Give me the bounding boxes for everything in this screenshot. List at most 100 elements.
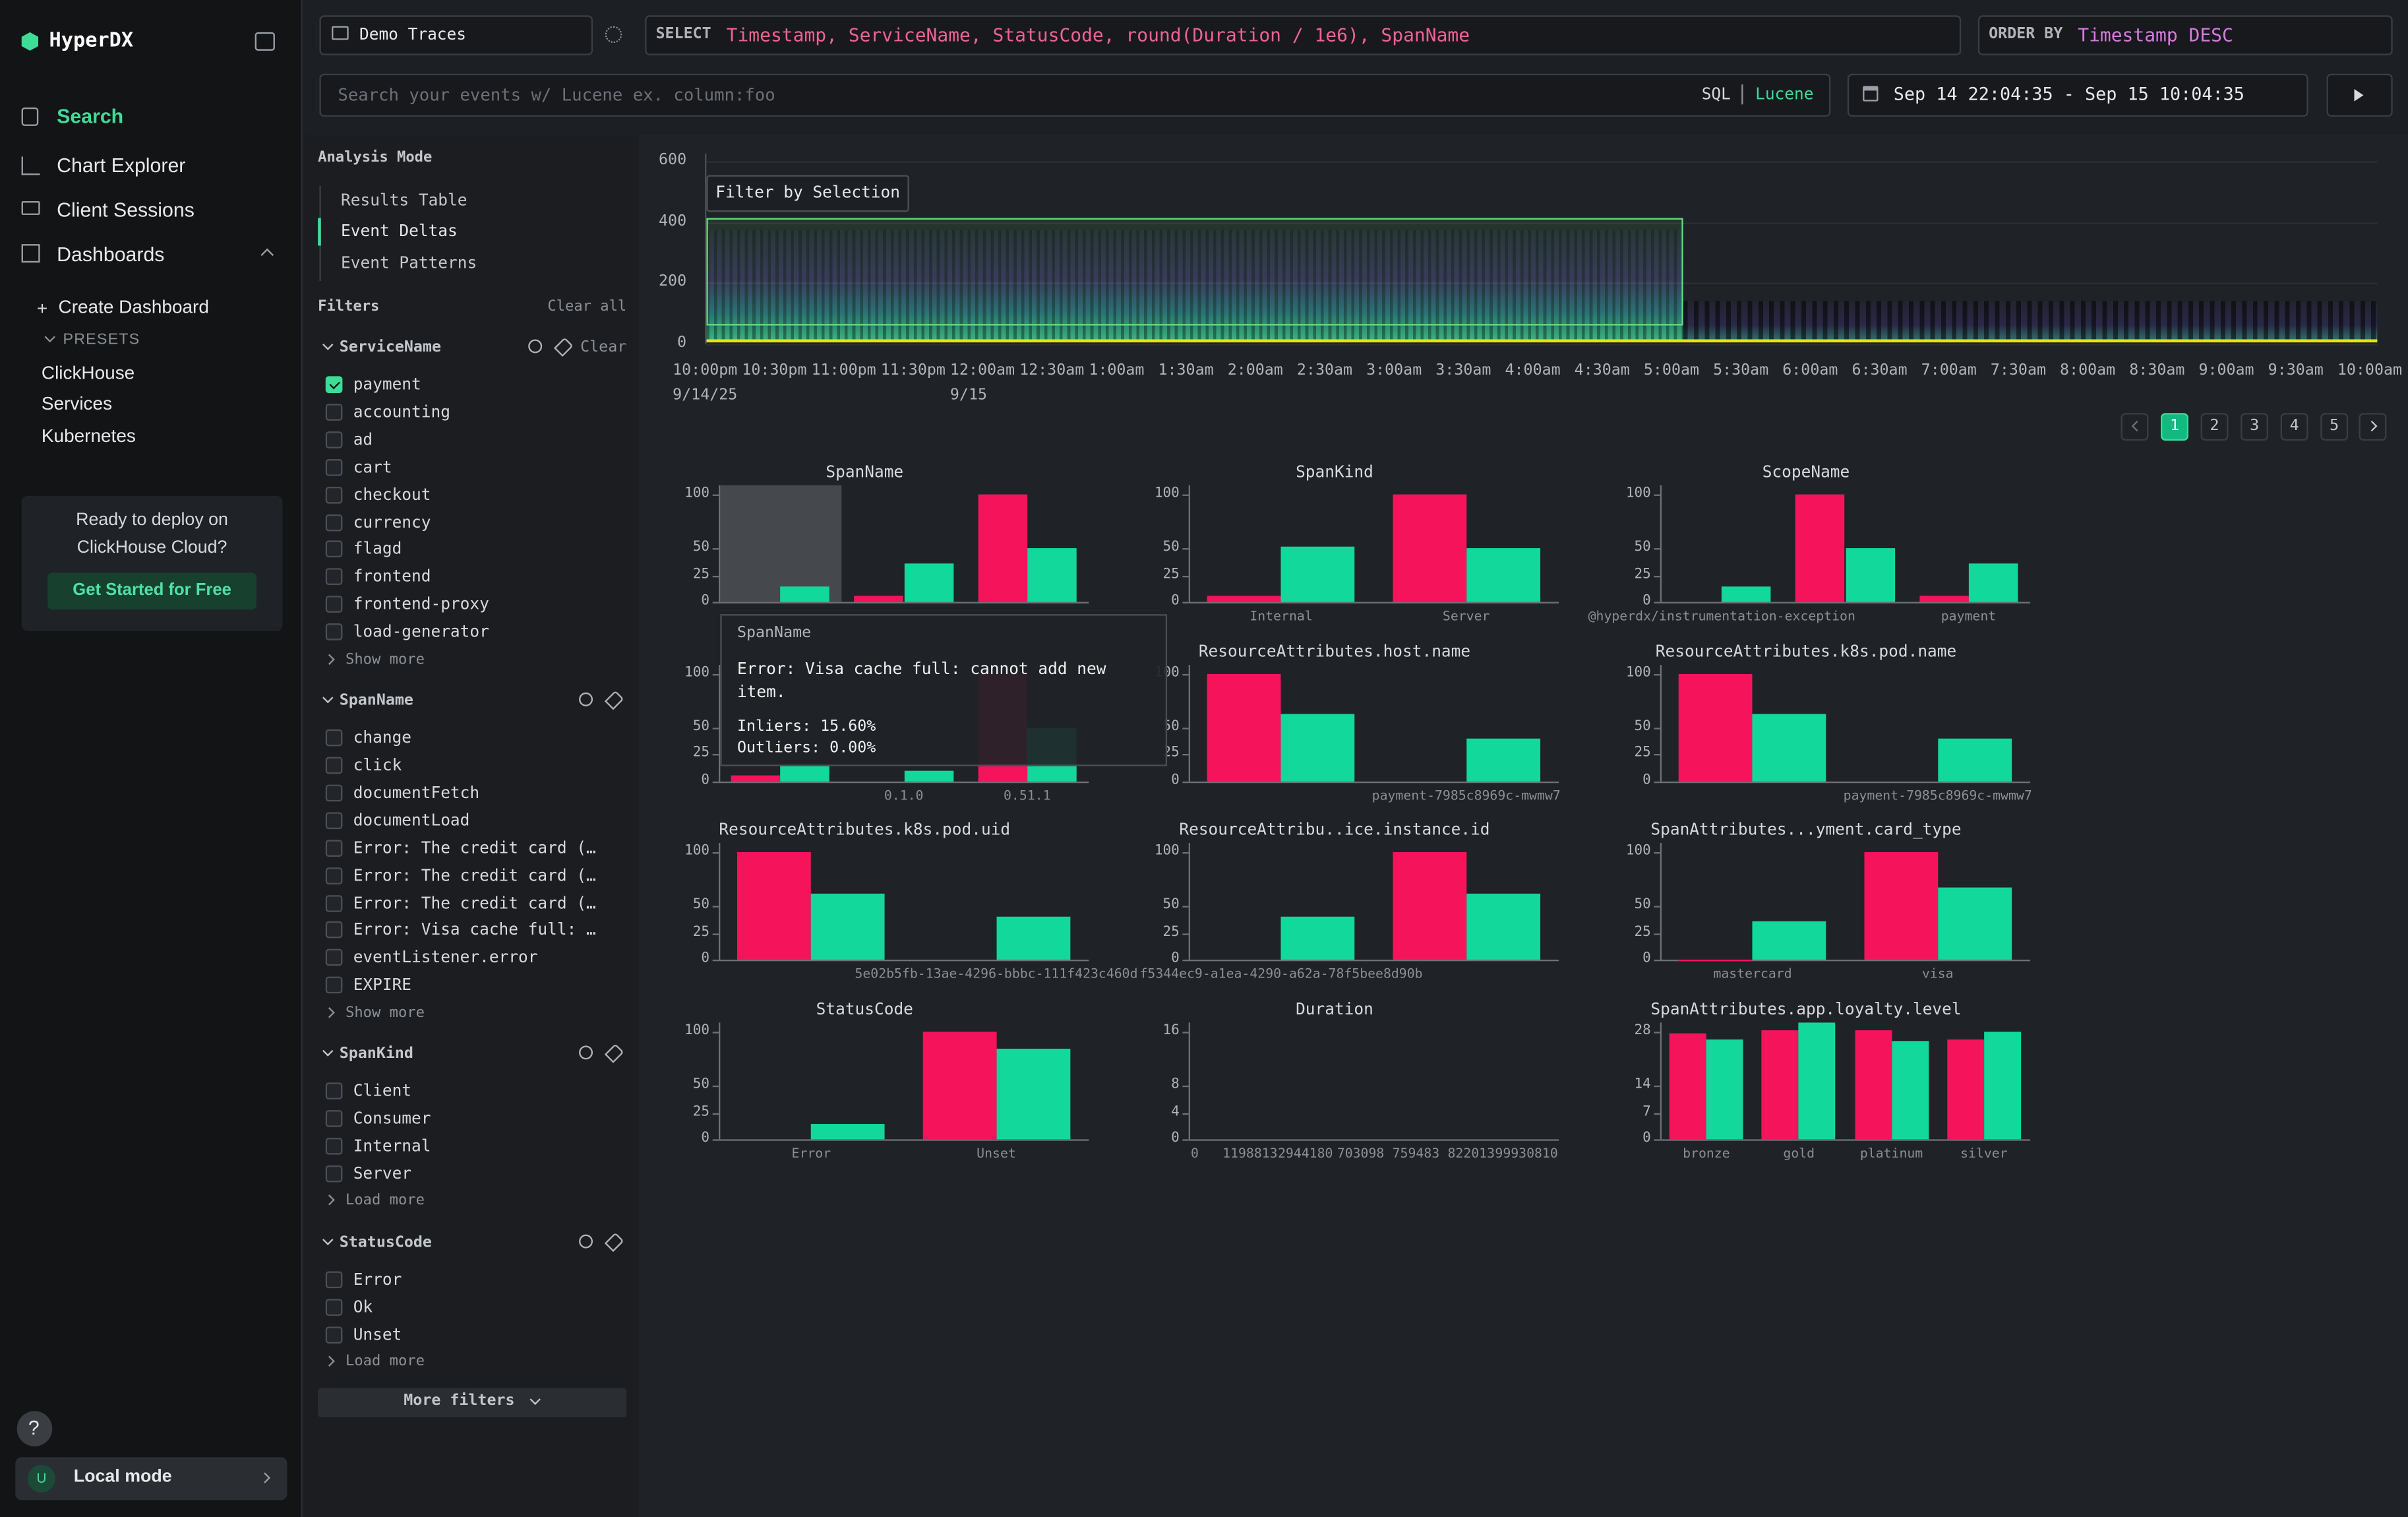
- checkbox[interactable]: [326, 1083, 343, 1100]
- nav-item[interactable]: Dashboards: [57, 243, 164, 266]
- filter-item[interactable]: Ok: [353, 1298, 373, 1317]
- filter-item[interactable]: flagd: [353, 541, 402, 560]
- checkbox[interactable]: [326, 431, 343, 449]
- page-number[interactable]: 5: [2330, 418, 2339, 436]
- filter-item[interactable]: Unset: [353, 1326, 402, 1345]
- x-tick-label: f5344ec9-a1ea-4290-a62a-78f5bee8d90b: [1139, 968, 1422, 983]
- show-more[interactable]: Load more: [346, 1192, 425, 1210]
- filter-item[interactable]: click: [353, 757, 402, 776]
- language-option[interactable]: SQL: [1702, 86, 1731, 105]
- group-name[interactable]: ServiceName: [340, 339, 441, 357]
- checkbox[interactable]: [326, 514, 343, 531]
- checkbox[interactable]: [326, 757, 343, 774]
- page-number[interactable]: 3: [2250, 418, 2259, 436]
- filter-item[interactable]: currency: [353, 513, 431, 532]
- checkbox[interactable]: [326, 867, 343, 884]
- show-more[interactable]: Show more: [346, 651, 425, 669]
- group-clear[interactable]: Clear: [580, 339, 626, 357]
- filter-item[interactable]: change: [353, 729, 411, 748]
- group-search[interactable]: [579, 1234, 593, 1248]
- checkbox[interactable]: [326, 949, 343, 966]
- group-name[interactable]: StatusCode: [340, 1234, 432, 1253]
- checkbox[interactable]: [326, 894, 343, 912]
- time-range[interactable]: Sep 14 22:04:35 - Sep 15 10:04:35: [1894, 84, 2244, 106]
- y-tick-label: 0: [1171, 1131, 1180, 1148]
- checkbox[interactable]: [326, 569, 343, 586]
- filter-item[interactable]: Error: The credit card (…: [353, 867, 596, 886]
- filter-item[interactable]: EXPIRE: [353, 976, 411, 995]
- source-name[interactable]: Demo Traces: [359, 26, 466, 45]
- filter-item[interactable]: Internal: [353, 1137, 431, 1156]
- filter-item[interactable]: ad: [353, 431, 373, 450]
- checkbox[interactable]: [326, 784, 343, 801]
- show-more[interactable]: Show more: [346, 1004, 425, 1022]
- mode-option[interactable]: Event Deltas: [341, 222, 458, 241]
- filter-item[interactable]: Consumer: [353, 1110, 431, 1129]
- nav-item[interactable]: Client Sessions: [57, 199, 195, 222]
- page-number[interactable]: 1: [2170, 418, 2179, 436]
- filter-item[interactable]: payment: [353, 376, 421, 395]
- filter-item[interactable]: accounting: [353, 403, 450, 422]
- checkbox[interactable]: [326, 840, 343, 857]
- y-tick-label: 100: [684, 666, 709, 682]
- filter-item[interactable]: frontend: [353, 568, 431, 587]
- bar: [996, 1048, 1070, 1140]
- checkbox[interactable]: [326, 1165, 343, 1183]
- group-name[interactable]: SpanKind: [340, 1046, 413, 1065]
- filter-item[interactable]: cart: [353, 458, 392, 478]
- language-option[interactable]: Lucene: [1755, 86, 1813, 105]
- more-filters[interactable]: More filters: [404, 1392, 514, 1411]
- filter-selection-button[interactable]: Filter by Selection: [715, 184, 900, 203]
- preset-link[interactable]: ClickHouse: [42, 362, 135, 385]
- x-tick-label: 2:00am: [1228, 362, 1283, 381]
- filter-item[interactable]: Error: Visa cache full: …: [353, 921, 596, 941]
- filter-item[interactable]: documentLoad: [353, 811, 470, 830]
- show-more[interactable]: Load more: [346, 1353, 425, 1371]
- group-name[interactable]: SpanName: [340, 693, 413, 711]
- checkbox[interactable]: [326, 404, 343, 421]
- x-tick-label: Internal: [1249, 609, 1312, 625]
- clear-all[interactable]: Clear all: [547, 298, 626, 316]
- checkbox[interactable]: [326, 812, 343, 829]
- filter-item[interactable]: frontend-proxy: [353, 596, 489, 615]
- selection-box[interactable]: [706, 218, 1683, 326]
- preset-link[interactable]: Kubernetes: [42, 425, 136, 447]
- checkbox[interactable]: [326, 541, 343, 558]
- nav-item[interactable]: Search: [57, 105, 123, 129]
- checkbox[interactable]: [326, 1110, 343, 1127]
- checkbox[interactable]: [326, 729, 343, 747]
- checkbox[interactable]: [326, 623, 343, 640]
- filter-item[interactable]: checkout: [353, 485, 431, 505]
- create-dashboard[interactable]: Create Dashboard: [59, 296, 209, 319]
- collapse-icon[interactable]: [255, 32, 275, 51]
- checkbox[interactable]: [326, 922, 343, 939]
- filter-item[interactable]: Client: [353, 1082, 411, 1101]
- checkbox[interactable]: [326, 1271, 343, 1288]
- filter-item[interactable]: Server: [353, 1165, 411, 1184]
- promo-button[interactable]: Get Started for Free: [73, 581, 231, 602]
- checkbox[interactable]: [326, 596, 343, 613]
- filter-item[interactable]: documentFetch: [353, 784, 479, 803]
- settings-icon[interactable]: [605, 26, 622, 44]
- page-number[interactable]: 4: [2290, 418, 2299, 436]
- checkbox[interactable]: [326, 1138, 343, 1155]
- mode-option[interactable]: Results Table: [341, 191, 467, 210]
- checkbox[interactable]: [326, 977, 343, 994]
- x-tick-label: silver: [1960, 1147, 2008, 1163]
- page-number[interactable]: 2: [2210, 418, 2219, 436]
- nav-item[interactable]: Chart Explorer: [57, 154, 185, 177]
- checkbox[interactable]: [326, 1326, 343, 1344]
- mode-label[interactable]: Local mode: [74, 1468, 172, 1489]
- checkbox[interactable]: [326, 486, 343, 503]
- group-search[interactable]: [528, 339, 542, 353]
- checkbox[interactable]: [326, 458, 343, 476]
- checkbox[interactable]: [326, 1299, 343, 1316]
- filter-item[interactable]: eventListener.error: [353, 949, 538, 968]
- mode-option[interactable]: Event Patterns: [341, 255, 477, 274]
- filter-item[interactable]: Error: The credit card (…: [353, 894, 596, 913]
- filter-item[interactable]: load-generator: [353, 623, 489, 642]
- filter-item[interactable]: Error: [353, 1271, 402, 1290]
- filter-item[interactable]: Error: The credit card (…: [353, 839, 596, 858]
- preset-link[interactable]: Services: [42, 392, 112, 415]
- help-button[interactable]: ?: [28, 1416, 40, 1440]
